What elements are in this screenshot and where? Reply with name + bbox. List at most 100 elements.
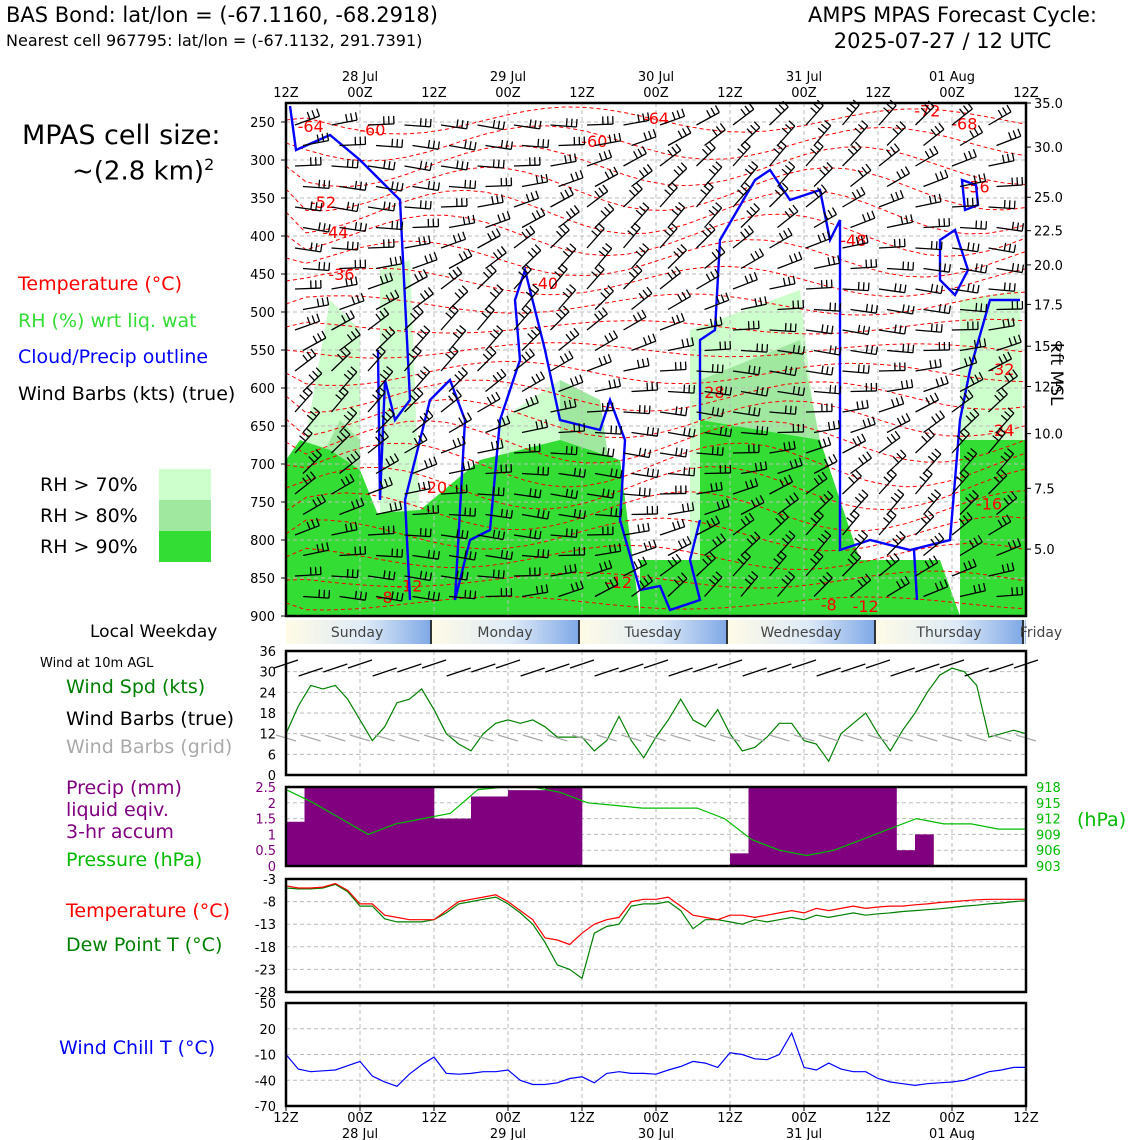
precip-bar — [286, 821, 305, 866]
wind-barb-shaft — [586, 228, 605, 249]
wind-barb-flag — [889, 146, 896, 154]
temperature-contour — [285, 342, 1027, 359]
wind-barb-flag — [527, 333, 534, 340]
wind-barb-flag — [360, 497, 365, 506]
weekday-cell — [286, 620, 432, 644]
wind-barb-flag — [546, 511, 550, 520]
wind-barb-flag — [388, 570, 391, 580]
wind-barb — [339, 293, 365, 311]
wind-barb-flag — [709, 141, 716, 149]
wind-barb-flag — [472, 214, 476, 223]
wind-barb — [440, 304, 459, 331]
wind-barb-flag — [418, 271, 424, 280]
wind-barb-flag — [321, 543, 325, 552]
surface-grid-barb — [843, 734, 864, 742]
wind-barb — [878, 238, 906, 249]
wind-barb-flag — [827, 436, 832, 445]
surface-grid-barb — [769, 734, 790, 742]
wind-barb-flag — [529, 529, 532, 538]
wind-barb-flag — [933, 555, 939, 563]
wind-barb-flag — [385, 294, 391, 303]
wind-barb-shaft — [769, 370, 796, 377]
wind-barb-shaft — [586, 313, 608, 331]
wind-barb — [813, 255, 841, 270]
wind-barb-shaft — [659, 115, 685, 126]
wind-barb-shaft — [294, 573, 321, 577]
wind-barb-flag — [857, 123, 865, 131]
legend-rh: RH (%) wrt liq. wat — [18, 310, 197, 332]
wind-barb-flag — [810, 107, 818, 114]
wind-barb — [842, 141, 862, 167]
wind-barb — [440, 160, 469, 171]
wind-barb-flag — [389, 272, 394, 281]
wind-barb — [485, 177, 513, 188]
wind-barb-flag — [783, 442, 786, 451]
wind-barb-shaft — [594, 336, 618, 352]
wind-barb-shaft — [477, 493, 504, 497]
wind-barb-shaft — [412, 293, 434, 311]
wind-barb-shaft — [440, 395, 462, 413]
temperature-contour — [285, 399, 1027, 439]
wind-barb-shaft — [302, 267, 329, 272]
precip-bar — [785, 787, 805, 866]
wind-barb-flag — [933, 194, 937, 203]
wind-barb-shaft — [878, 197, 904, 208]
wind-barb-shaft — [842, 407, 869, 413]
wind-barb-flag — [311, 110, 316, 119]
wind-barb-flag — [766, 426, 769, 435]
wind-barb-shaft — [594, 290, 614, 310]
wind-barb-flag — [837, 420, 841, 429]
wind-barb-flag — [900, 578, 906, 586]
wind-barb-flag — [983, 173, 987, 182]
wind-barb-flag — [750, 534, 757, 542]
wind-barb-flag — [710, 271, 716, 279]
wind-barb-flag — [719, 385, 723, 394]
wind-barb-flag — [500, 368, 507, 376]
wind-barb-flag — [364, 182, 368, 191]
wind-barb-shaft — [521, 214, 546, 229]
temperature-contour — [285, 189, 1027, 235]
wind-barb-flag — [943, 263, 947, 272]
wind-barb-flag — [547, 549, 550, 558]
wind-barb-shaft — [850, 457, 872, 475]
top-time-label: 00Z — [939, 86, 965, 101]
wind-barb-shaft — [631, 431, 658, 437]
wind-barb-flag — [715, 515, 721, 524]
wind-barb — [440, 231, 467, 249]
wind-barb-flag — [939, 358, 942, 367]
wind-barb — [513, 225, 536, 249]
wind-barb-flag — [496, 371, 503, 379]
wind-barb-shaft — [623, 152, 647, 167]
wind-barb — [951, 321, 979, 331]
wind-barb-shaft — [412, 371, 431, 392]
wind-barb — [813, 207, 838, 229]
wind-barb-flag — [647, 522, 650, 531]
temperature-contour — [285, 291, 1027, 316]
wind-barb-flag — [393, 161, 396, 170]
wind-barb-shaft — [813, 460, 838, 475]
wind-barb-flag — [648, 130, 652, 139]
wind-barb-flag — [497, 569, 500, 578]
wind-barb-flag — [817, 537, 825, 544]
wind-barb-flag — [1017, 538, 1022, 547]
wind-barb-flag — [820, 533, 828, 540]
wind-barb-flag — [603, 288, 611, 296]
wind-barb — [959, 263, 988, 274]
wind-barb-shaft — [988, 247, 1015, 254]
wind-barb-shaft — [339, 553, 366, 557]
weekday-cell — [1023, 620, 1026, 644]
wind-barb-flag — [924, 560, 930, 569]
wind-barb-flag — [579, 580, 584, 589]
wind-barb-shaft — [951, 288, 978, 294]
wind-barb-flag — [715, 202, 723, 209]
wind-barb — [631, 286, 653, 311]
wind-barb-flag — [928, 195, 932, 204]
wind-barb-shaft — [704, 576, 723, 597]
wind-barb-shaft — [915, 434, 935, 454]
wind-barb-flag — [372, 353, 380, 360]
wind-barb-flag — [1007, 448, 1014, 455]
wind-barb-flag — [832, 256, 836, 265]
wind-barb — [367, 239, 395, 249]
wind-barb-flag — [852, 438, 858, 446]
wind-barb-flag — [419, 415, 426, 423]
